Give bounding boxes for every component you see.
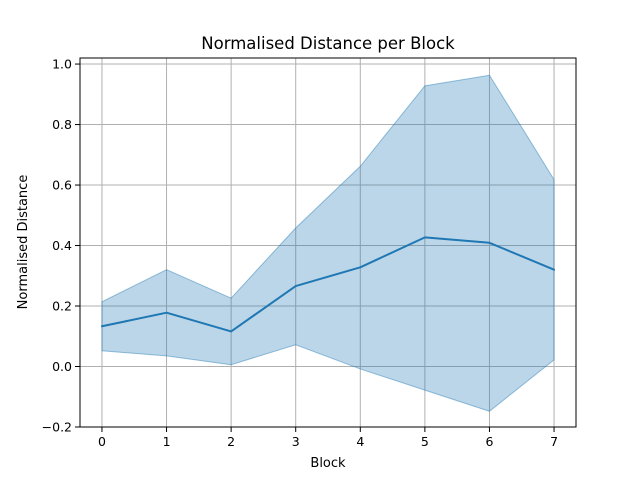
x-tick-label: 6 <box>485 434 493 449</box>
chart-title: Normalised Distance per Block <box>201 34 455 53</box>
x-tick-label: 4 <box>356 434 364 449</box>
y-axis-label: Normalised Distance <box>16 175 31 310</box>
x-tick-label: 5 <box>421 434 429 449</box>
y-tick-label: 0.8 <box>52 117 72 132</box>
axis-ticks: 0 1 2 3 4 5 6 7 −0.2 0.0 0.2 0.4 0.6 0.8 1.0 <box>42 57 558 449</box>
x-tick-label: 7 <box>550 434 558 449</box>
x-axis-label: Block <box>310 456 346 471</box>
plot-frame <box>79 57 577 428</box>
y-tick-label: −0.2 <box>42 420 72 435</box>
y-tick-label: 0.0 <box>52 359 72 374</box>
y-tick-label: 1.0 <box>52 57 72 72</box>
x-tick-label: 2 <box>227 434 235 449</box>
y-tick-label: 0.4 <box>52 238 72 253</box>
y-tick-label: 0.6 <box>52 178 72 193</box>
series-line-layer <box>100 236 556 333</box>
grid <box>80 58 576 428</box>
y-tick-label: 0.2 <box>52 299 72 314</box>
x-tick-label: 3 <box>292 434 300 449</box>
x-tick-label: 1 <box>163 434 171 449</box>
series-line <box>100 236 556 333</box>
x-tick-label: 0 <box>98 434 106 449</box>
